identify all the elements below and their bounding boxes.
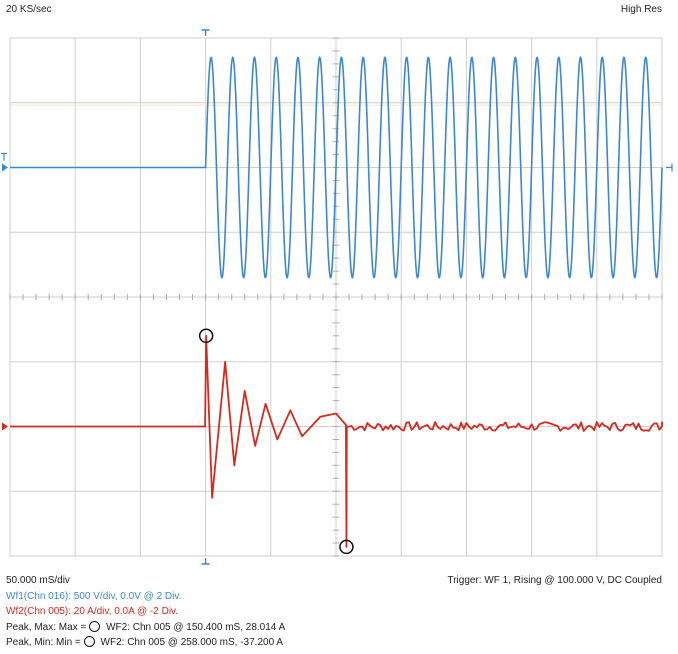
timebase-label: 50.000 mS/div: [6, 575, 70, 586]
wf1-level-marker-right: [666, 163, 673, 172]
trigger-time-marker-top: [201, 29, 210, 36]
sample-rate-label: 20 KS/sec: [6, 4, 52, 15]
min-marker: [339, 539, 354, 555]
wf2-trace: [10, 334, 663, 548]
peak-min-label: Peak, Min: Min =: [6, 637, 81, 648]
trigger-time-marker-bottom: [201, 558, 210, 565]
peak-min-line: Peak, Min: Min = WF2: Chn 005 @ 258.000 …: [6, 636, 283, 648]
peak-max-label: Peak, Max: Max =: [6, 622, 87, 633]
wf1-ground-marker: [2, 163, 8, 172]
peak-min-value: WF2: Chn 005 @ 258.000 mS, -37.200 A: [100, 637, 284, 648]
acquisition-mode-label: High Res: [620, 4, 662, 15]
wf1-line: [10, 55, 663, 279]
max-marker-icon: [89, 621, 101, 632]
peak-markers: [198, 328, 354, 555]
grid: [9, 37, 663, 557]
max-marker: [198, 328, 214, 344]
peak-max-line: Peak, Max: Max = WF2: Chn 005 @ 150.400 …: [6, 621, 285, 633]
wf2-settings-label: Wf2(Chn 005): 20 A/div, 0.0A @ -2 Div.: [6, 606, 179, 617]
peak-max-value: WF2: Chn 005 @ 150.400 mS, 28.014 A: [106, 622, 286, 633]
wf2-line: [10, 334, 663, 548]
trigger-label: Trigger: WF 1, Rising @ 100.000 V, DC Co…: [447, 575, 662, 586]
wf1-settings-label: Wf1(Chn 016): 500 V/div, 0.0V @ 2 Div.: [6, 591, 182, 602]
wf2-ground-marker: [2, 422, 8, 431]
wf1-trace: [10, 55, 663, 279]
scope-display: [1, 29, 673, 565]
channel-indicators: [1, 29, 673, 565]
wf1-trigger-level-marker: [1, 152, 7, 161]
min-marker-icon: [83, 636, 95, 647]
